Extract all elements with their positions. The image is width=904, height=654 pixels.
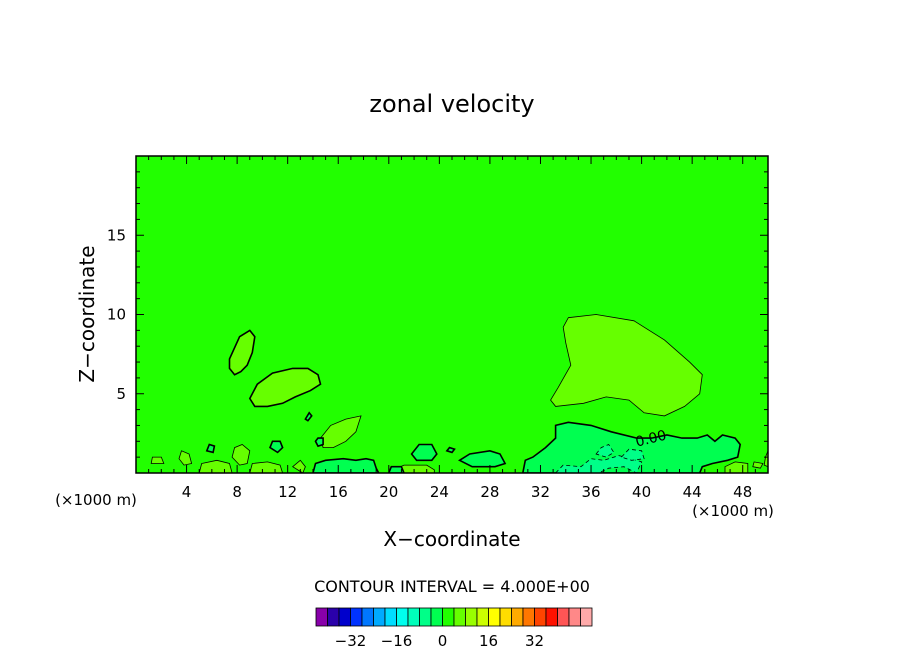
x-tick-label: 32 — [531, 483, 550, 501]
colorbar-swatch — [396, 607, 409, 627]
colorbar-swatch — [407, 607, 420, 627]
contour-region-3 — [248, 367, 322, 408]
colorbar-swatch — [430, 607, 443, 627]
colorbar-swatch — [373, 607, 386, 627]
contour-region-23 — [205, 443, 216, 454]
colorbar-label: −32 — [335, 632, 367, 650]
contour-region-19 — [269, 440, 284, 454]
x-tick-label: 24 — [430, 483, 449, 501]
colorbar-swatch — [361, 607, 374, 627]
colorbar-labels: −32 −16 0 16 32 — [335, 632, 544, 650]
colorbar-swatch — [442, 607, 455, 627]
y-axis-label: Z−coordinate — [75, 245, 99, 382]
colorbar-swatch — [315, 607, 328, 627]
colorbar-swatch — [557, 607, 570, 627]
colorbar-swatch — [476, 607, 489, 627]
x-tick-label: 20 — [379, 483, 398, 501]
contour-region-4 — [320, 415, 362, 448]
x-unit-left: (×1000 m) — [55, 491, 137, 509]
chart-title: zonal velocity — [369, 90, 534, 118]
contour-region-22 — [304, 411, 313, 422]
colorbar-swatch — [350, 607, 363, 627]
colorbar-swatch — [327, 607, 340, 627]
colorbar-swatch — [384, 607, 397, 627]
contour-region-1 — [550, 314, 703, 417]
x-tick-label: 36 — [581, 483, 600, 501]
colorbar-label: 16 — [479, 632, 498, 650]
contour-region-7 — [178, 450, 193, 466]
contour-region-16 — [312, 457, 380, 473]
colorbar-swatch — [534, 607, 547, 627]
contour-region-25 — [555, 455, 643, 473]
x-tick-label: 48 — [733, 483, 752, 501]
colorbar-swatch — [545, 607, 558, 627]
contour-region-21 — [314, 437, 324, 448]
contour-region-2 — [228, 329, 256, 376]
x-tick-label: 8 — [232, 483, 242, 501]
x-tick-label: 16 — [329, 483, 348, 501]
contour-region-24 — [445, 446, 456, 454]
y-tick-label: 15 — [107, 226, 126, 244]
y-tick-label: 5 — [116, 385, 126, 403]
contour-region-18 — [457, 449, 507, 468]
contour-label: 0.00 — [634, 428, 668, 451]
colorbar-label: −16 — [381, 632, 413, 650]
colorbar-swatch — [338, 607, 351, 627]
colorbar-swatch — [522, 607, 535, 627]
x-axis-ticks: 4 8 12 16 20 24 28 32 36 40 44 48 — [148, 156, 756, 501]
colorbar-swatch — [568, 607, 581, 627]
contour-region-17 — [410, 443, 438, 462]
colorbar-swatch — [580, 607, 593, 627]
x-tick-label: 28 — [480, 483, 499, 501]
x-tick-label: 44 — [683, 483, 702, 501]
y-axis-ticks: 5 10 15 — [107, 171, 768, 458]
contour-regions — [150, 314, 768, 473]
colorbar-swatch — [499, 607, 512, 627]
contour-region-15 — [521, 421, 742, 473]
colorbar-label: 0 — [438, 632, 448, 650]
colorbar-label: 32 — [525, 632, 544, 650]
contour-region-14 — [724, 461, 749, 473]
contour-region-27 — [620, 448, 645, 461]
contour-region-9 — [752, 461, 764, 469]
x-axis-label: X−coordinate — [383, 527, 520, 551]
contour-region-20 — [387, 465, 405, 473]
colorbar-swatch — [453, 607, 466, 627]
contour-region-26 — [595, 444, 615, 458]
plot-background — [136, 156, 768, 473]
contour-region-13 — [292, 459, 306, 473]
y-tick-label: 10 — [107, 306, 126, 324]
colorbar-swatch — [419, 607, 432, 627]
x-tick-label: 4 — [182, 483, 192, 501]
colorbar-swatch — [511, 607, 524, 627]
x-tick-label: 40 — [632, 483, 651, 501]
colorbar-swatch — [465, 607, 478, 627]
x-unit-right: (×1000 m) — [692, 502, 774, 520]
contour-region-8 — [763, 450, 768, 468]
colorbar — [315, 607, 593, 627]
contour-region-5 — [231, 444, 251, 466]
contour-region-6 — [150, 456, 165, 464]
x-tick-label: 12 — [278, 483, 297, 501]
colorbar-swatch — [488, 607, 501, 627]
contour-interval-label: CONTOUR INTERVAL = 4.000E+00 — [314, 577, 590, 596]
